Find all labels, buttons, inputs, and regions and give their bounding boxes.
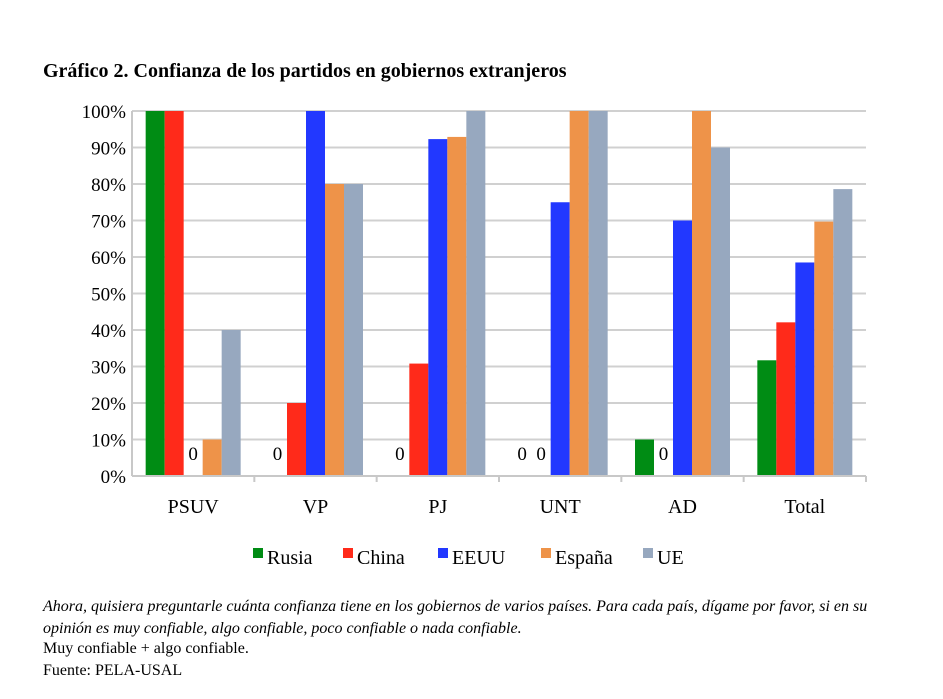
x-tick-label: UNT [540, 496, 581, 518]
bar-rusia-total [757, 360, 777, 476]
legend-swatch-españa [541, 548, 551, 558]
bar-rusia-psuv [145, 111, 165, 476]
legend-swatch-eeuu [438, 548, 448, 558]
bar-eeuu-unt [550, 202, 570, 476]
legend-swatch-ue [643, 548, 653, 558]
bar-eeuu-vp [306, 111, 325, 476]
bar-españa-pj [447, 136, 467, 477]
legend-swatch-china [343, 548, 353, 558]
legend-label: China [357, 547, 405, 569]
bar-españa-ad [692, 111, 711, 476]
chart-title: Gráfico 2. Confianza de los partidos en … [43, 60, 567, 82]
legend-label: UE [657, 547, 684, 569]
bar-eeuu-total [795, 262, 815, 476]
y-tick-label: 30% [91, 358, 126, 379]
y-tick-label: 20% [91, 394, 126, 415]
bar-españa-unt [569, 111, 589, 476]
x-tick-label: VP [303, 496, 329, 518]
y-tick-label: 80% [91, 175, 126, 196]
bar-eeuu-ad [673, 220, 692, 476]
legend-label: España [555, 547, 613, 569]
bar-china-vp [287, 403, 306, 476]
legend-label: EEUU [452, 547, 506, 569]
bar-españa-total [814, 221, 834, 476]
data-label: 0 [273, 444, 283, 465]
data-label: 0 [395, 444, 405, 465]
y-tick-label: 70% [91, 212, 126, 233]
bar-españa-psuv [202, 439, 222, 476]
y-tick-label: 40% [91, 321, 126, 342]
measure-note: Muy confiable + algo confiable. [43, 640, 249, 657]
bar-ue-unt [588, 111, 608, 476]
bar-china-pj [409, 363, 429, 476]
x-tick-label: PSUV [168, 496, 220, 518]
legend-label: Rusia [267, 547, 313, 569]
x-tick-label: AD [668, 496, 697, 518]
legend-swatch-rusia [253, 548, 263, 558]
bar-ue-psuv [221, 330, 241, 476]
bar-españa-vp [325, 184, 344, 476]
y-tick-label: 10% [91, 431, 126, 452]
bar-china-total [776, 322, 796, 476]
data-label: 0 [517, 444, 527, 465]
y-tick-label: 90% [91, 139, 126, 160]
x-tick-label: Total [784, 496, 825, 518]
bar-chart: 0% 10% 20% 30% 40% 50% 60% 70% 80% 90% 100% PSUV 0 VP… [82, 102, 867, 569]
bar-china-psuv [164, 111, 184, 476]
source-note: Fuente: PELA-USAL [43, 662, 183, 679]
y-tick-label: 60% [91, 248, 126, 269]
y-tick-label: 50% [91, 285, 126, 306]
bar-ue-ad [711, 147, 730, 476]
data-label: 0 [536, 444, 546, 465]
bar-ue-pj [466, 111, 486, 476]
bar-rusia-ad [635, 439, 654, 476]
data-label: 0 [188, 444, 198, 465]
y-tick-label: 0% [101, 467, 127, 488]
x-tick-label: PJ [428, 496, 447, 518]
y-tick-label: 100% [82, 102, 127, 123]
bar-ue-total [833, 189, 853, 477]
bar-ue-vp [344, 184, 363, 476]
question-note: Ahora, quisiera preguntarle cuánta confi… [43, 598, 868, 637]
data-label: 0 [659, 444, 669, 465]
bar-eeuu-pj [428, 139, 448, 477]
